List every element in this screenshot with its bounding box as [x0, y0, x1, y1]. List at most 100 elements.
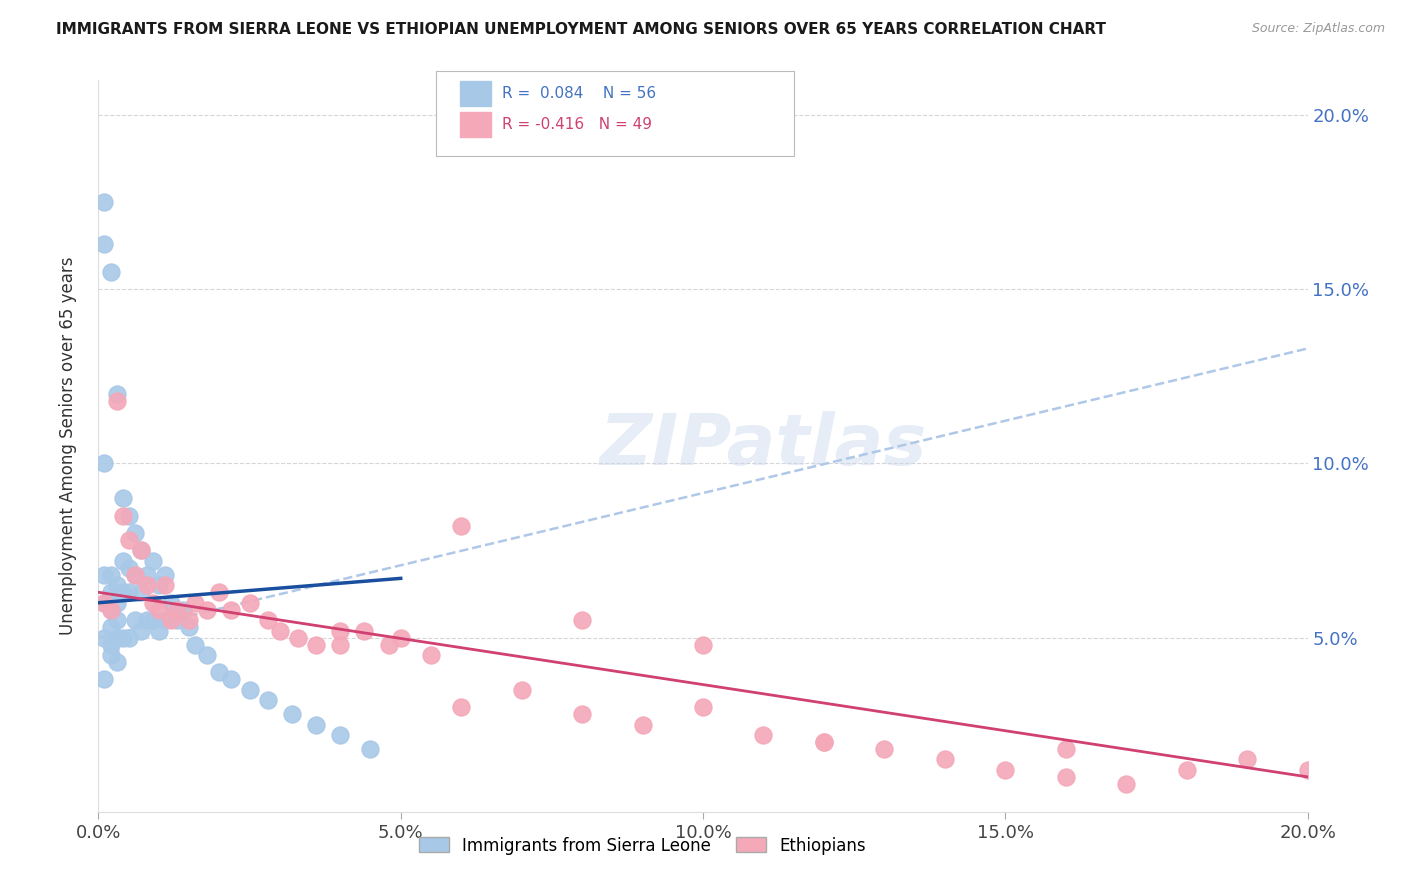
- Point: [329, 624, 352, 638]
- Point: [124, 567, 146, 582]
- Legend: Immigrants from Sierra Leone, Ethiopians: Immigrants from Sierra Leone, Ethiopians: [419, 837, 866, 855]
- Point: [1175, 763, 1198, 777]
- Point: [389, 631, 412, 645]
- Point: [148, 603, 170, 617]
- Point: [631, 717, 654, 731]
- Point: [360, 742, 382, 756]
- Point: [153, 578, 176, 592]
- Point: [450, 519, 472, 533]
- Point: [692, 638, 714, 652]
- Point: [135, 613, 157, 627]
- Point: [994, 763, 1017, 777]
- Point: [100, 265, 122, 279]
- Point: [571, 707, 593, 722]
- Point: [105, 596, 128, 610]
- Point: [179, 613, 201, 627]
- Point: [450, 700, 472, 714]
- Point: [93, 237, 115, 252]
- Point: [118, 508, 141, 523]
- Point: [239, 596, 262, 610]
- Text: ZIPatlas: ZIPatlas: [600, 411, 927, 481]
- Text: Source: ZipAtlas.com: Source: ZipAtlas.com: [1251, 22, 1385, 36]
- Point: [153, 567, 176, 582]
- Point: [105, 655, 128, 669]
- Point: [148, 578, 170, 592]
- Point: [111, 554, 134, 568]
- Point: [752, 728, 775, 742]
- Point: [172, 603, 194, 617]
- Point: [934, 752, 956, 766]
- Point: [105, 386, 128, 401]
- Point: [281, 707, 304, 722]
- Point: [184, 638, 207, 652]
- Point: [100, 567, 122, 582]
- Point: [873, 742, 896, 756]
- Point: [184, 596, 207, 610]
- Point: [93, 596, 115, 610]
- Point: [93, 596, 115, 610]
- Point: [105, 393, 128, 408]
- Point: [142, 596, 165, 610]
- Point: [166, 603, 188, 617]
- Point: [93, 673, 115, 687]
- Point: [111, 585, 134, 599]
- Point: [1236, 752, 1258, 766]
- Point: [153, 613, 176, 627]
- Point: [1054, 742, 1077, 756]
- Point: [129, 624, 152, 638]
- Point: [166, 613, 188, 627]
- Point: [179, 620, 201, 634]
- Point: [124, 526, 146, 541]
- Point: [377, 638, 399, 652]
- Point: [135, 578, 157, 592]
- Point: [111, 631, 134, 645]
- Point: [93, 457, 115, 471]
- Point: [124, 567, 146, 582]
- Point: [142, 554, 165, 568]
- Point: [100, 620, 122, 634]
- Point: [100, 648, 122, 662]
- Point: [100, 603, 122, 617]
- Point: [129, 585, 152, 599]
- Point: [105, 578, 128, 592]
- Point: [111, 508, 134, 523]
- Point: [510, 682, 533, 697]
- Y-axis label: Unemployment Among Seniors over 65 years: Unemployment Among Seniors over 65 years: [59, 257, 77, 635]
- Text: IMMIGRANTS FROM SIERRA LEONE VS ETHIOPIAN UNEMPLOYMENT AMONG SENIORS OVER 65 YEA: IMMIGRANTS FROM SIERRA LEONE VS ETHIOPIA…: [56, 22, 1107, 37]
- Point: [256, 613, 278, 627]
- Point: [118, 631, 141, 645]
- Point: [353, 624, 375, 638]
- Point: [93, 567, 115, 582]
- Point: [93, 195, 115, 210]
- Point: [124, 613, 146, 627]
- Point: [160, 613, 183, 627]
- Point: [221, 603, 243, 617]
- Point: [287, 631, 309, 645]
- Point: [813, 735, 835, 749]
- Point: [1115, 777, 1137, 791]
- Point: [160, 596, 183, 610]
- Point: [256, 693, 278, 707]
- Point: [208, 585, 231, 599]
- Point: [105, 613, 128, 627]
- Point: [148, 624, 170, 638]
- Point: [118, 561, 141, 575]
- Point: [129, 543, 152, 558]
- Text: R =  0.084    N = 56: R = 0.084 N = 56: [502, 87, 657, 101]
- Point: [420, 648, 443, 662]
- Point: [269, 624, 291, 638]
- Point: [1296, 763, 1319, 777]
- Point: [813, 735, 835, 749]
- Point: [208, 665, 231, 680]
- Point: [195, 603, 218, 617]
- Point: [142, 613, 165, 627]
- Point: [1054, 770, 1077, 784]
- Point: [239, 682, 262, 697]
- Point: [100, 603, 122, 617]
- Point: [329, 728, 352, 742]
- Point: [305, 638, 328, 652]
- Point: [105, 631, 128, 645]
- Point: [118, 585, 141, 599]
- Text: R = -0.416   N = 49: R = -0.416 N = 49: [502, 118, 652, 132]
- Point: [118, 533, 141, 547]
